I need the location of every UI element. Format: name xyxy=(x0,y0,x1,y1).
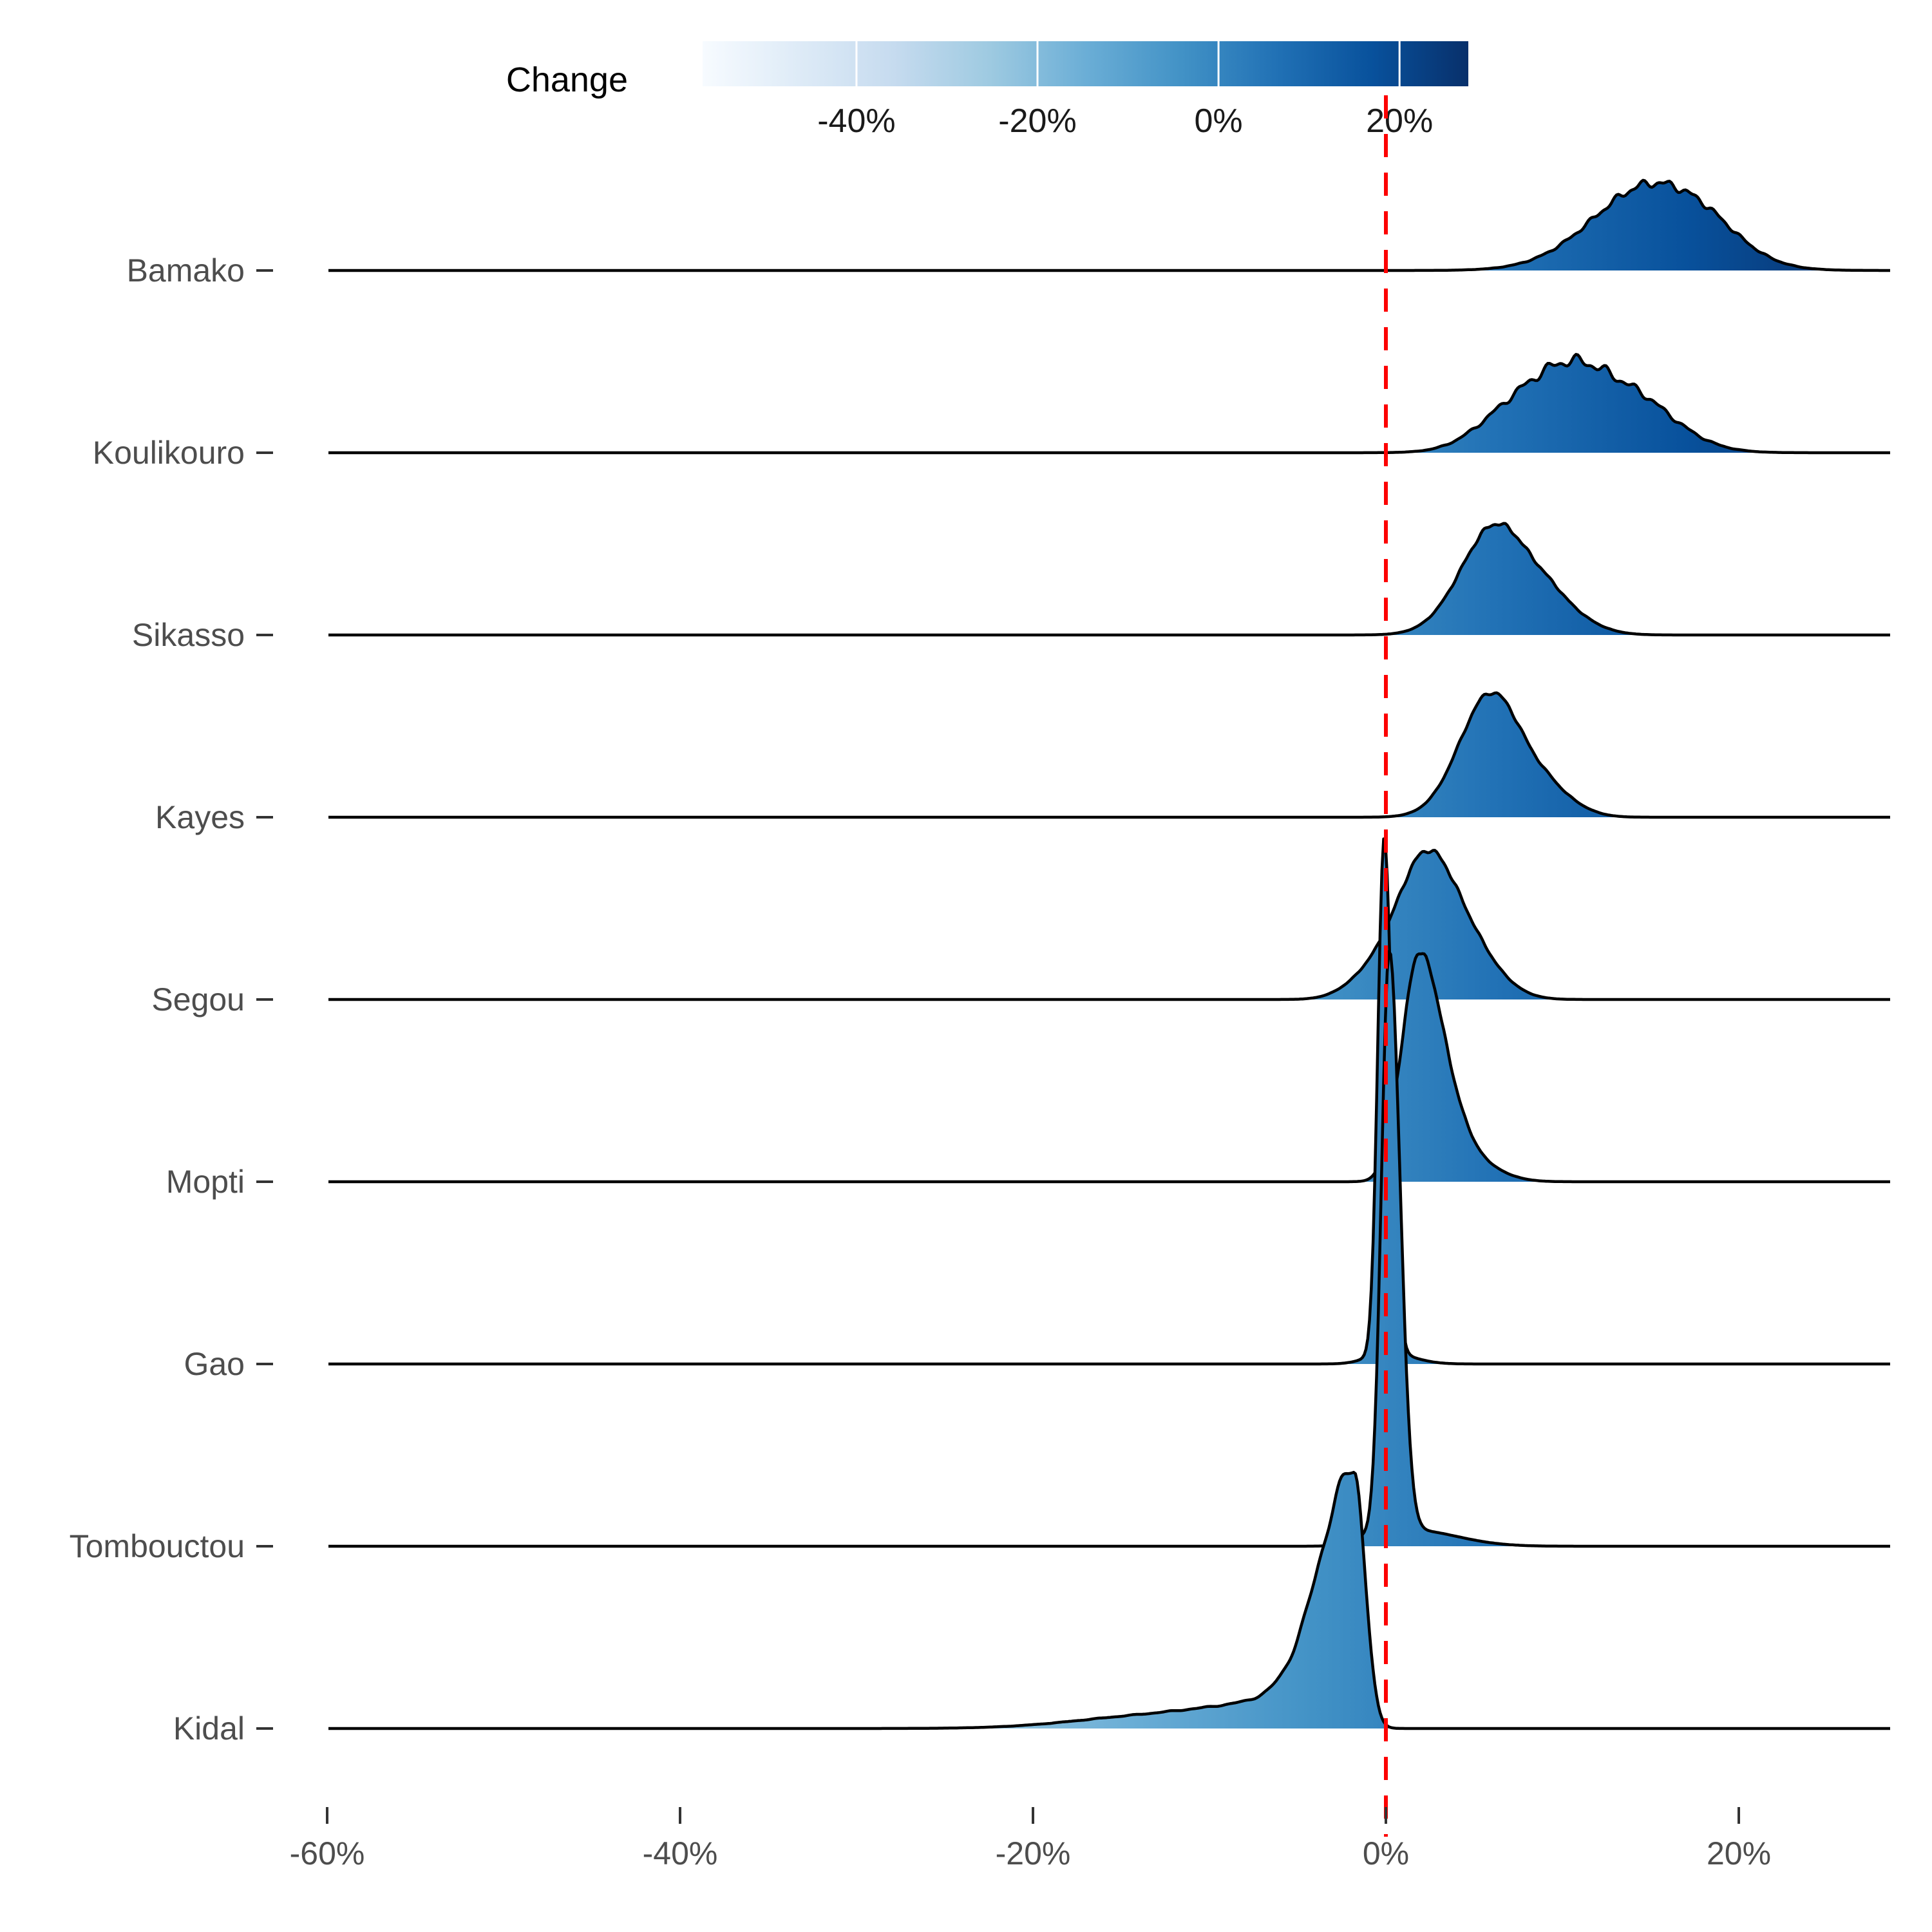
y-axis-label-gao: Gao xyxy=(184,1346,245,1382)
y-axis-label-segou: Segou xyxy=(151,981,245,1018)
x-axis-label: 20% xyxy=(1707,1835,1771,1871)
ridges xyxy=(328,178,1892,1730)
ridge-tombouctou xyxy=(328,949,1892,1548)
ridge-gao xyxy=(328,837,1892,1366)
legend-tick-label: -40% xyxy=(817,102,895,140)
ridge-koulikouro xyxy=(328,353,1892,455)
legend-tick-label: 0% xyxy=(1195,102,1243,140)
y-axis-label-mopti: Mopti xyxy=(166,1164,245,1200)
ridge-segou xyxy=(328,849,1892,1001)
ridge-kidal xyxy=(328,1470,1892,1730)
ridge-sikasso xyxy=(328,522,1892,637)
y-axis-label-kayes: Kayes xyxy=(155,799,245,835)
ridge-mopti xyxy=(328,952,1892,1184)
y-axis-label-bamako: Bamako xyxy=(127,252,245,289)
x-axis-label: -60% xyxy=(290,1835,365,1871)
x-axis-label: 0% xyxy=(1363,1835,1409,1871)
legend-title: Change xyxy=(506,61,628,99)
ridge-kayes xyxy=(328,691,1892,819)
legend-colorbar xyxy=(703,41,1468,86)
x-axis-label: -40% xyxy=(643,1835,718,1871)
legend-tick-label: -20% xyxy=(998,102,1076,140)
ridge-bamako xyxy=(328,178,1892,272)
y-axis-label-koulikouro: Koulikouro xyxy=(93,435,245,471)
legend: Change -40% -20% 0% 20% xyxy=(506,41,1468,140)
y-axis-label-kidal: Kidal xyxy=(173,1710,245,1747)
legend-tick-label: 20% xyxy=(1366,102,1433,140)
y-axis-label-tombouctou: Tombouctou xyxy=(70,1528,245,1564)
x-axis: -60% -40% -20% 0% 20% xyxy=(290,1807,1771,1871)
y-axis-label-sikasso: Sikasso xyxy=(132,617,245,653)
y-axis: Bamako Koulikouro Sikasso Kayes Segou Mopti Ga… xyxy=(70,252,273,1747)
x-axis-label: -20% xyxy=(996,1835,1071,1871)
